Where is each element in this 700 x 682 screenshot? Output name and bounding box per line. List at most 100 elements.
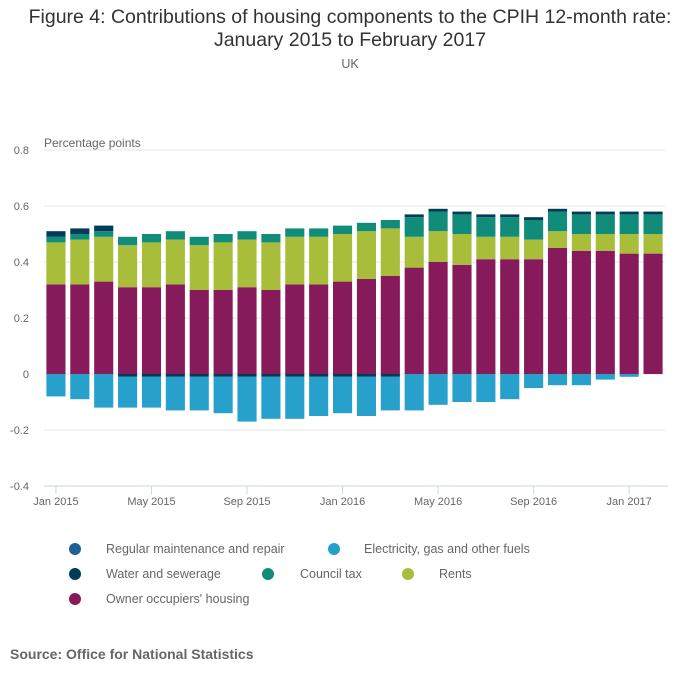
bar-segment-rents — [643, 234, 663, 254]
bar-segment-council-tax — [70, 234, 90, 240]
bar-segment-water-and-sewerage — [452, 211, 472, 215]
bar-segment-rents — [333, 234, 353, 282]
bar-segment-water-and-sewerage — [356, 374, 376, 377]
bar-segment-water-and-sewerage — [309, 374, 329, 377]
bar-segment-owner-occupiers-housing — [619, 253, 639, 374]
legend-dot-icon — [328, 543, 340, 555]
bar-segment-council-tax — [547, 211, 568, 232]
bar-segment-council-tax — [237, 231, 257, 240]
y-tick-label: 0.8 — [14, 145, 29, 157]
bar-segment-owner-occupiers-housing — [141, 287, 162, 374]
bar-segment-owner-occupiers-housing — [285, 284, 305, 374]
bar-segment-owner-occupiers-housing — [547, 248, 568, 374]
bar-segment-water-and-sewerage — [141, 374, 162, 377]
bar-segment-water-and-sewerage — [165, 374, 185, 377]
bar-segment-council-tax — [46, 236, 66, 243]
bar-segment-water-and-sewerage — [70, 228, 90, 234]
bar-segment-council-tax — [643, 214, 663, 234]
bar-segment-electricity-gas-and-other-fuels — [500, 374, 520, 400]
bar-segment-electricity-gas-and-other-fuels — [189, 376, 209, 411]
y-tick-label: 0.2 — [14, 313, 29, 325]
bar-segment-electricity-gas-and-other-fuels — [476, 374, 496, 402]
bar-segment-council-tax — [141, 234, 162, 243]
bar-segment-electricity-gas-and-other-fuels — [404, 374, 424, 411]
legend-dot-icon — [69, 593, 81, 605]
bar-segment-water-and-sewerage — [547, 208, 568, 212]
legend-item-maintenance[interactable] — [69, 543, 81, 555]
bar-segment-rents — [118, 245, 138, 288]
bar-segment-water-and-sewerage — [595, 211, 615, 215]
bar-segment-owner-occupiers-housing — [118, 287, 138, 374]
bar-segment-water-and-sewerage — [380, 374, 400, 377]
bar-segment-electricity-gas-and-other-fuels — [333, 376, 353, 414]
bar-segment-owner-occupiers-housing — [213, 290, 233, 374]
bar-segment-water-and-sewerage — [333, 374, 353, 377]
bar-segment-rents — [404, 236, 424, 268]
bar-segment-electricity-gas-and-other-fuels — [70, 374, 90, 400]
bar-segment-water-and-sewerage — [94, 225, 114, 232]
legend-item-electricity[interactable] — [328, 543, 340, 555]
legend-dot-icon — [402, 568, 414, 580]
bar-segment-council-tax — [118, 236, 138, 246]
bar-segment-electricity-gas-and-other-fuels — [524, 374, 544, 388]
legend-item-rents[interactable] — [402, 568, 414, 580]
bar-segment-rents — [237, 239, 257, 288]
bar-segment-rents — [141, 242, 162, 288]
bar-segment-water-and-sewerage — [404, 214, 424, 218]
chart-title-line-2: January 2015 to February 2017 — [213, 29, 487, 51]
x-tick-label: Jan 2017 — [607, 496, 652, 508]
bar-segment-electricity-gas-and-other-fuels — [356, 376, 376, 416]
bar-segment-council-tax — [333, 225, 353, 234]
bar-segment-rents — [70, 239, 90, 285]
bar-segment-electricity-gas-and-other-fuels — [380, 376, 400, 411]
bar-segment-rents — [524, 239, 544, 260]
y-axis: 0.8 0.6 0.4 0.2 0 -0.2 -0.4 — [10, 145, 29, 493]
bar-segment-electricity-gas-and-other-fuels — [619, 374, 639, 377]
bar-segment-council-tax — [500, 217, 520, 237]
bar-segment-rents — [547, 231, 568, 248]
bar-segment-owner-occupiers-housing — [70, 284, 90, 374]
bar-segment-council-tax — [452, 214, 472, 234]
bar-segment-rents — [619, 234, 639, 254]
bar-segment-water-and-sewerage — [213, 374, 233, 377]
bar-segment-council-tax — [619, 214, 639, 234]
bar-segment-rents — [452, 234, 472, 265]
bar-segment-water-and-sewerage — [261, 374, 281, 377]
legend-item-water[interactable] — [69, 568, 81, 580]
bar-segment-rents — [165, 239, 185, 285]
bar-segment-water-and-sewerage — [189, 374, 209, 377]
bar-segment-electricity-gas-and-other-fuels — [165, 376, 185, 411]
bar-segment-owner-occupiers-housing — [524, 259, 544, 374]
legend-item-council-tax[interactable] — [262, 568, 274, 580]
bar-segment-water-and-sewerage — [118, 374, 138, 377]
bar-segment-owner-occupiers-housing — [380, 276, 400, 374]
y-tick-label: 0.6 — [14, 201, 29, 213]
bar-segment-owner-occupiers-housing — [452, 264, 472, 374]
legend-dot-icon — [69, 568, 81, 580]
bar-segment-rents — [189, 245, 209, 290]
bar-segment-electricity-gas-and-other-fuels — [46, 374, 66, 397]
chart-title: Figure 4: Contributions of housing compo… — [0, 6, 700, 52]
bar-segment-owner-occupiers-housing — [428, 262, 448, 374]
bar-segment-council-tax — [213, 234, 233, 243]
bar-segment-water-and-sewerage — [524, 217, 544, 220]
bar-segment-water-and-sewerage — [500, 214, 520, 218]
legend-item-owner-occupiers[interactable] — [69, 593, 81, 605]
y-tick-label: 0.4 — [14, 257, 29, 269]
bar-segment-water-and-sewerage — [285, 374, 305, 377]
bar-segment-council-tax — [285, 228, 305, 237]
bar-segment-council-tax — [428, 211, 448, 232]
bar-segment-owner-occupiers-housing — [476, 259, 496, 374]
bar-segment-electricity-gas-and-other-fuels — [237, 376, 257, 422]
bar-segment-owner-occupiers-housing — [309, 284, 329, 374]
bars — [46, 208, 663, 422]
y-tick-label: 0 — [23, 369, 29, 381]
bar-segment-electricity-gas-and-other-fuels — [309, 376, 329, 416]
bar-segment-council-tax — [94, 231, 114, 237]
bar-segment-rents — [380, 228, 400, 276]
bar-segment-electricity-gas-and-other-fuels — [141, 376, 162, 408]
bar-segment-owner-occupiers-housing — [237, 287, 257, 374]
bar-segment-owner-occupiers-housing — [643, 253, 663, 374]
x-tick-label: Sep 2016 — [510, 496, 557, 508]
